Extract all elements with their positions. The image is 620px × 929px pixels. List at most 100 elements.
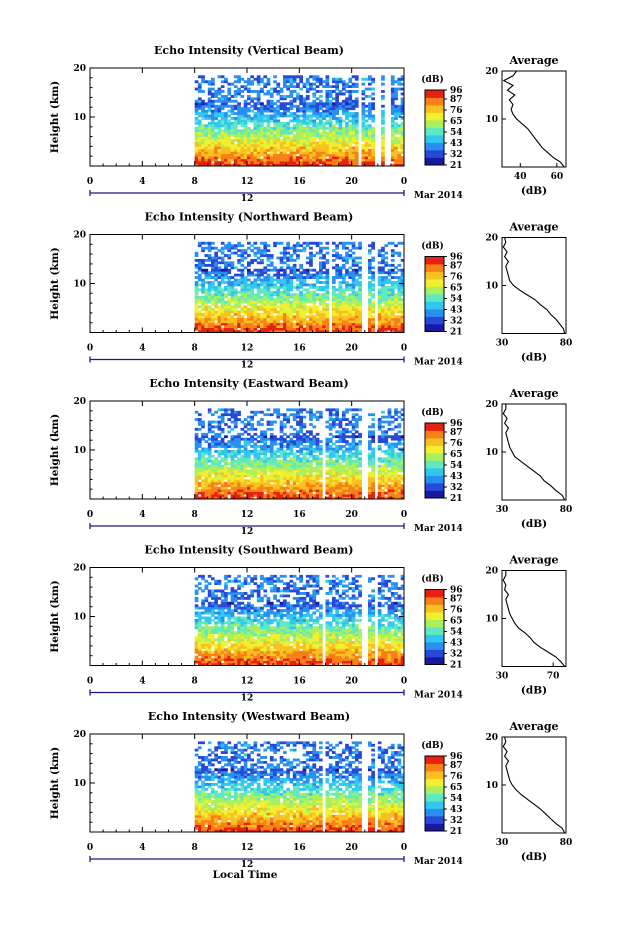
heatmap-cell: [381, 315, 385, 319]
heatmap-cell: [230, 139, 235, 142]
heatmap-cell: [335, 418, 339, 421]
heatmap-cell: [368, 117, 372, 120]
heatmap-cell: [302, 241, 307, 245]
heatmap-cell: [335, 476, 339, 480]
heatmap-cell: [325, 281, 330, 284]
heatmap-cell: [276, 104, 281, 108]
heatmap-cell: [211, 420, 215, 424]
heatmap-cell: [214, 425, 218, 429]
heatmap-cell: [243, 87, 248, 91]
heatmap-cell: [325, 268, 330, 272]
heatmap-cell: [276, 489, 281, 492]
heatmap-cell: [292, 151, 297, 155]
heatmap-cell: [237, 278, 241, 282]
heatmap-cell: [348, 330, 353, 333]
average-ytick-label: 10: [485, 115, 498, 125]
heatmap-cell: [247, 494, 251, 497]
heatmap-cell: [364, 95, 369, 98]
heatmap-cell: [266, 126, 271, 130]
heatmap-cell: [351, 310, 356, 314]
heatmap-cell: [328, 146, 333, 150]
heatmap-cell: [247, 134, 251, 137]
heatmap-cell: [338, 136, 343, 140]
heatmap-cell: [273, 469, 277, 473]
heatmap-cell: [283, 486, 287, 490]
heatmap-cell: [204, 156, 209, 160]
heatmap-cell: [217, 139, 222, 142]
heatmap-cell: [194, 117, 199, 120]
heatmap-cell: [335, 445, 339, 448]
heatmap-cell: [289, 494, 294, 497]
heatmap-cell: [283, 467, 287, 470]
heatmap-cell: [335, 467, 339, 470]
heatmap-cell: [309, 82, 313, 86]
heatmap-cell: [296, 163, 300, 167]
heatmap-cell: [348, 156, 353, 160]
heatmap-cell: [312, 112, 317, 115]
heatmap-cell: [302, 408, 307, 412]
heatmap-cell: [358, 496, 362, 500]
heatmap-cell: [263, 435, 268, 439]
heatmap-cell: [243, 430, 248, 434]
heatmap-cell: [260, 484, 264, 488]
heatmap-cell: [299, 467, 303, 470]
heatmap-cell: [233, 283, 238, 287]
heatmap-cell: [207, 153, 212, 157]
heatmap-cell: [322, 117, 326, 120]
heatmap-cell: [377, 293, 382, 297]
heatmap-cell: [250, 136, 254, 140]
heatmap-cell: [207, 259, 212, 262]
heatmap-cell: [371, 158, 375, 162]
heatmap-cell: [197, 454, 202, 458]
heatmap-cell: [276, 481, 281, 485]
heatmap-cell: [394, 310, 398, 314]
heatmap-cell: [256, 489, 261, 492]
heatmap-cell: [381, 271, 385, 275]
heatmap-cell: [250, 445, 254, 448]
heatmap-cell: [279, 261, 284, 265]
heatmap-cell: [220, 158, 225, 162]
heatmap-cell: [194, 469, 199, 473]
heatmap-cell: [233, 104, 238, 108]
heatmap-cell: [283, 459, 287, 463]
heatmap-cell: [368, 153, 372, 157]
heatmap-cell: [247, 450, 251, 453]
heatmap-cell: [207, 467, 212, 470]
heatmap-cell: [328, 119, 333, 123]
heatmap-cell: [309, 418, 313, 421]
heatmap-cell: [322, 158, 326, 162]
heatmap-cell: [325, 158, 330, 162]
heatmap-cell: [279, 114, 284, 118]
heatmap-cell: [253, 445, 258, 448]
heatmap-cell: [315, 271, 320, 275]
heatmap-cell: [354, 330, 359, 333]
heatmap-cell: [319, 410, 323, 414]
heatmap-cell: [312, 415, 317, 419]
heatmap-cell: [227, 322, 232, 326]
heatmap-cell: [351, 117, 356, 120]
heatmap-cell: [332, 462, 336, 466]
heatmap-cell: [283, 293, 287, 297]
heatmap-cell: [266, 99, 271, 103]
heatmap-cell: [361, 136, 366, 140]
heatmap-cell: [256, 75, 261, 79]
heatmap-cell: [279, 283, 284, 287]
heatmap-cell: [302, 312, 307, 316]
heatmap-cell: [358, 459, 362, 463]
heatmap-cell: [315, 295, 320, 299]
heatmap-cell: [312, 92, 317, 96]
heatmap-cell: [197, 312, 202, 316]
heatmap-cell: [289, 254, 294, 257]
heatmap-cell: [309, 290, 313, 294]
heatmap-cell: [348, 107, 353, 111]
heatmap-cell: [348, 102, 353, 106]
heatmap-cell: [279, 437, 284, 441]
heatmap-cell: [240, 481, 245, 485]
heatmap-cell: [204, 158, 209, 162]
heatmap-cell: [266, 146, 271, 150]
heatmap-cell: [400, 310, 405, 314]
heatmap-cell: [250, 131, 254, 135]
heatmap-cell: [260, 141, 264, 145]
heatmap-cell: [309, 283, 313, 287]
heatmap-cell: [319, 440, 323, 443]
